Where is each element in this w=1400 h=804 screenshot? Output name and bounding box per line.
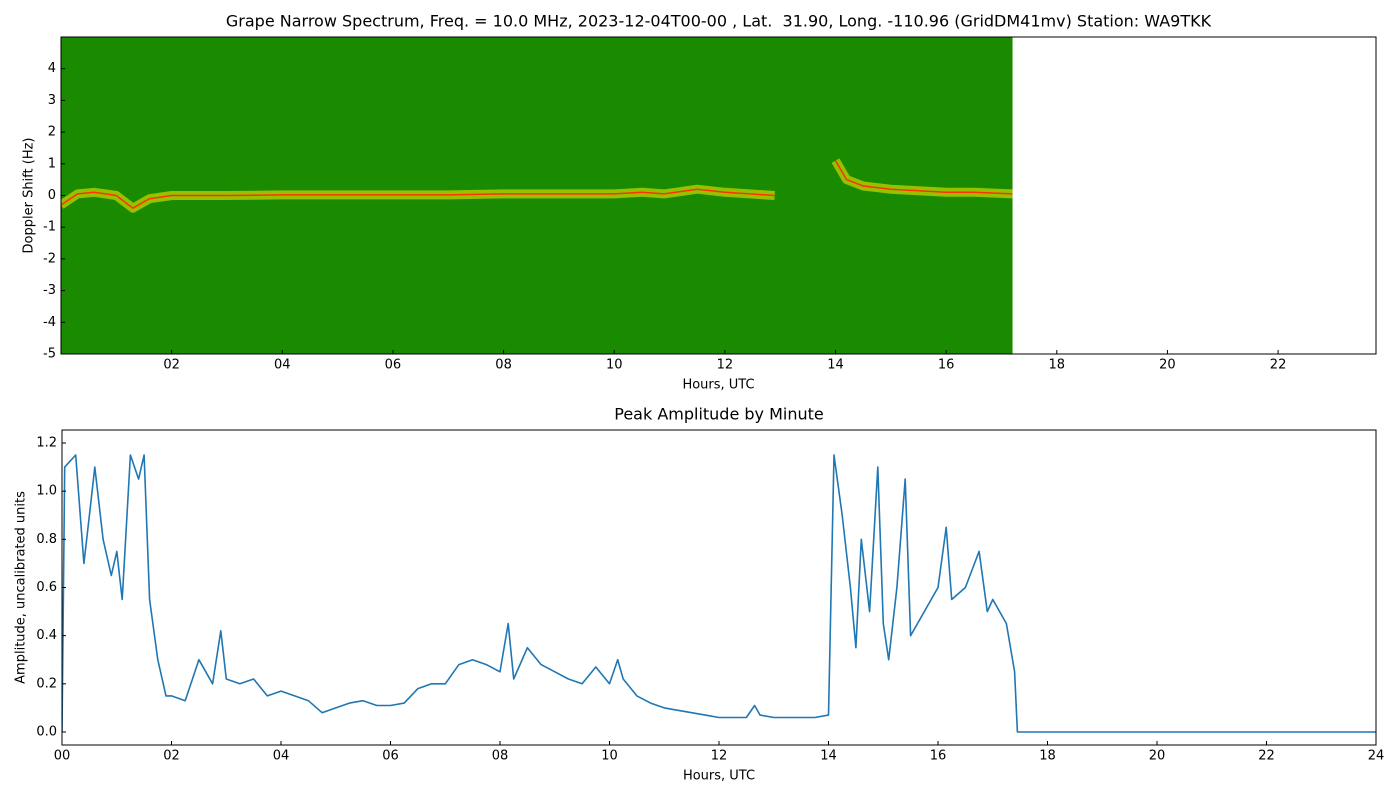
plot — [61, 37, 1013, 354]
y-tick-label: 0.4 — [36, 628, 57, 643]
y-tick-label: 0.0 — [36, 724, 57, 739]
x-tick-label: 10 — [606, 358, 623, 373]
x-axis-label: Hours, UTC — [682, 378, 754, 393]
y-tick-label: 1 — [48, 156, 56, 171]
x-tick-label: 14 — [820, 749, 837, 764]
x-tick-label: 20 — [1159, 358, 1176, 373]
y-tick-label: -3 — [43, 283, 56, 298]
doppler-trace — [61, 188, 775, 209]
y-tick-label: 0 — [48, 188, 56, 203]
x-tick-label: 04 — [274, 358, 291, 373]
x-tick-label: 18 — [1039, 749, 1056, 764]
y-tick-label: 2 — [48, 125, 56, 140]
chart-title: Grape Narrow Spectrum, Freq. = 10.0 MHz,… — [226, 12, 1212, 31]
y-tick-label: 1.2 — [36, 436, 57, 451]
x-tick-label: 22 — [1270, 358, 1287, 373]
plot-frame — [61, 429, 1377, 746]
x-tick-label: 10 — [601, 749, 618, 764]
y-tick-label: -4 — [43, 315, 56, 330]
x-tick-label: 08 — [492, 749, 509, 764]
y-tick-label: -2 — [43, 251, 56, 266]
y-tick-label: 0.8 — [36, 532, 57, 547]
x-tick-label: 06 — [385, 358, 402, 373]
y-tick-label: 3 — [48, 93, 56, 108]
x-tick-label: 12 — [717, 358, 734, 373]
y-axis-label: Amplitude, uncalibrated units — [14, 491, 29, 684]
amplitude-line — [62, 454, 1376, 733]
x-tick-label: 22 — [1258, 749, 1275, 764]
x-tick-label: 16 — [930, 749, 947, 764]
y-tick-label: -1 — [43, 220, 56, 235]
y-tick-label: 0.2 — [36, 676, 57, 691]
x-tick-label: 08 — [495, 358, 512, 373]
y-tick-label: -5 — [43, 347, 56, 362]
x-tick-label: 02 — [163, 358, 180, 373]
x-tick-label: 12 — [711, 749, 728, 764]
plot — [62, 454, 1376, 733]
x-tick-label: 20 — [1149, 749, 1166, 764]
x-tick-label: 06 — [382, 749, 399, 764]
x-tick-label: 16 — [938, 358, 955, 373]
x-tick-label: 18 — [1049, 358, 1066, 373]
y-tick-label: 0.6 — [36, 580, 57, 595]
x-tick-label: 24 — [1368, 749, 1385, 764]
doppler-trace — [834, 160, 1013, 195]
x-tick-label: 02 — [163, 749, 180, 764]
x-tick-label: 04 — [273, 749, 290, 764]
x-tick-label: 00 — [54, 749, 71, 764]
chart-title: Peak Amplitude by Minute — [614, 405, 824, 424]
y-tick-label: 1.0 — [36, 484, 57, 499]
y-tick-label: 4 — [48, 61, 56, 76]
x-tick-label: 14 — [827, 358, 844, 373]
y-axis-label: Doppler Shift (Hz) — [22, 138, 37, 254]
x-axis-label: Hours, UTC — [683, 769, 755, 784]
